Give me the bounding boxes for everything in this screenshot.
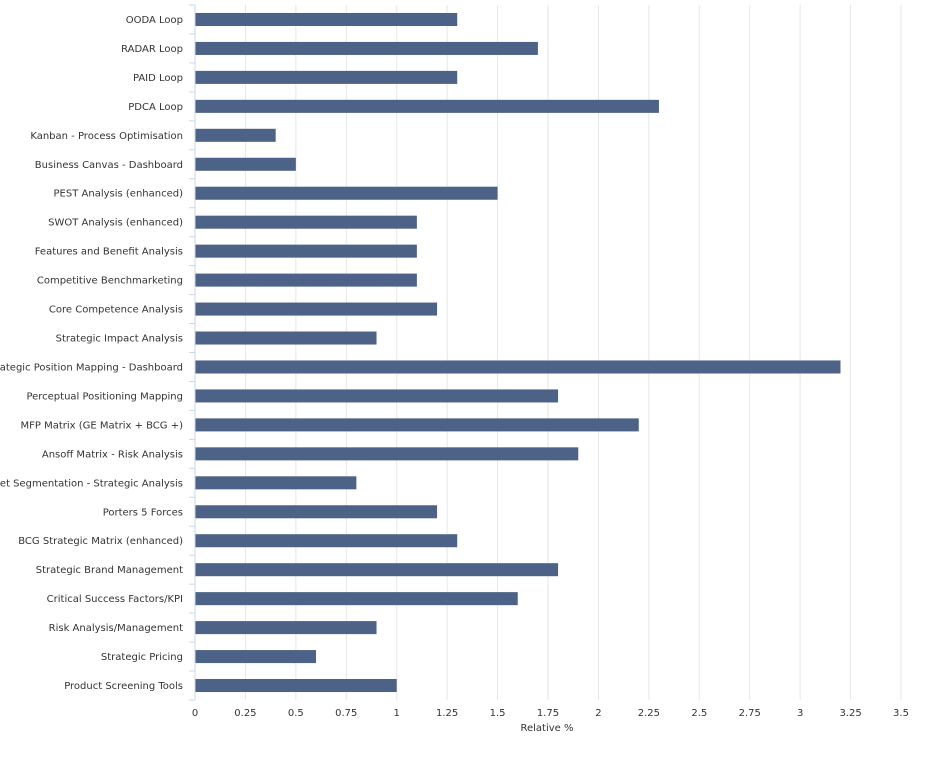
bar[interactable]	[195, 70, 458, 84]
x-tick-label: 2	[595, 708, 601, 719]
category-label: PEST Analysis (enhanced)	[54, 189, 184, 200]
bar[interactable]	[195, 418, 639, 432]
x-tick-label: 1.75	[537, 708, 559, 719]
bar[interactable]	[195, 12, 458, 26]
category-label: RADAR Loop	[121, 44, 183, 55]
category-label: Business Canvas - Dashboard	[35, 160, 183, 171]
x-axis: 0 0.25 0.5 0.75 1 1.25 1.5 1.75 2 2.25 2.5 2.75 3 3.2…	[192, 708, 909, 719]
bar[interactable]	[195, 447, 579, 461]
category-label: Porters 5 Forces	[103, 507, 183, 518]
x-tick-label: 2.75	[739, 708, 761, 719]
x-tick-label: 2.25	[638, 708, 660, 719]
category-label: Risk Analysis/Management	[49, 623, 183, 634]
bar[interactable]	[195, 99, 659, 113]
x-tick-label: 3.5	[893, 708, 909, 719]
bars	[195, 12, 841, 693]
category-label: Strategic Position Mapping - Dashboard	[0, 362, 183, 373]
category-label: Kanban - Process Optimisation	[30, 131, 183, 142]
bar[interactable]	[195, 128, 276, 142]
bar[interactable]	[195, 650, 317, 664]
bar[interactable]	[195, 621, 377, 635]
category-label: Critical Success Factors/KPI	[47, 594, 183, 605]
x-tick-label: 1.25	[436, 708, 458, 719]
category-label: Core Competence Analysis	[49, 305, 183, 316]
x-tick-label: 0.75	[335, 708, 357, 719]
category-label: Perceptual Positioning Mapping	[26, 391, 183, 402]
x-tick-label: 0	[192, 708, 198, 719]
bar[interactable]	[195, 534, 458, 548]
x-tick-label: 0.25	[234, 708, 256, 719]
gridlines	[194, 5, 902, 700]
x-axis-title: Relative %	[520, 723, 573, 734]
category-label: Ansoff Matrix - Risk Analysis	[42, 449, 183, 460]
category-label: PAID Loop	[133, 73, 183, 84]
y-axis: OODA Loop RADAR Loop PAID Loop PDCA Loop Kan…	[0, 4, 196, 701]
x-tick-label: 0.5	[288, 708, 304, 719]
category-label: Competitive Benchmarketing	[37, 276, 183, 287]
category-label: MFP Matrix (GE Matrix + BCG +)	[21, 420, 184, 431]
bar[interactable]	[195, 592, 518, 606]
x-tick-label: 3.25	[839, 708, 861, 719]
bar[interactable]	[195, 41, 538, 55]
bar[interactable]	[195, 563, 559, 577]
category-label: Market Segmentation - Strategic Analysis	[0, 478, 183, 489]
category-label: OODA Loop	[126, 15, 183, 26]
x-tick-label: 3	[797, 708, 803, 719]
bar[interactable]	[195, 331, 377, 345]
category-label: PDCA Loop	[128, 102, 183, 113]
bar[interactable]	[195, 476, 357, 490]
category-label: SWOT Analysis (enhanced)	[48, 218, 183, 229]
x-tick-label: 1	[394, 708, 400, 719]
category-label: Strategic Impact Analysis	[56, 334, 183, 345]
bar[interactable]	[195, 505, 438, 519]
bar[interactable]	[195, 157, 296, 171]
bar[interactable]	[195, 186, 498, 200]
bar[interactable]	[195, 360, 841, 374]
category-label: Strategic Pricing	[101, 652, 183, 663]
category-label: Strategic Brand Management	[36, 565, 183, 576]
bar[interactable]	[195, 273, 417, 287]
category-label: BCG Strategic Matrix (enhanced)	[18, 536, 183, 547]
x-tick-label: 1.5	[490, 708, 506, 719]
category-label: Features and Benefit Analysis	[35, 247, 183, 258]
bar[interactable]	[195, 244, 417, 258]
bar[interactable]	[195, 302, 438, 316]
bar[interactable]	[195, 215, 417, 229]
category-label: Product Screening Tools	[64, 681, 183, 692]
bar[interactable]	[195, 389, 559, 403]
bar[interactable]	[195, 679, 397, 693]
x-tick-label: 2.5	[691, 708, 707, 719]
